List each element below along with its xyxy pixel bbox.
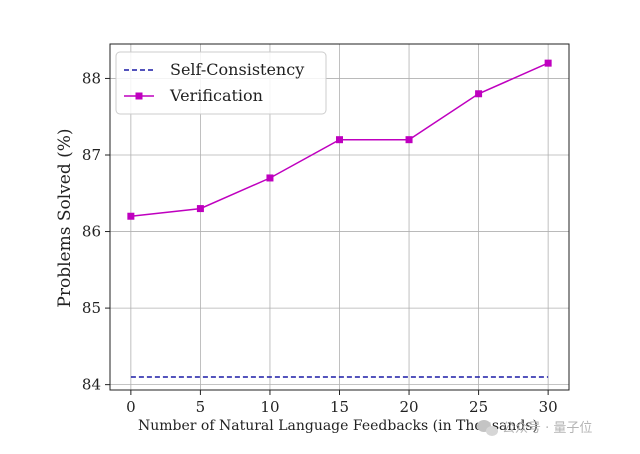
y-tick-label: 88	[82, 69, 101, 87]
x-tick-label: 10	[260, 398, 279, 416]
data-point-verification	[196, 205, 204, 213]
x-tick-label: 20	[399, 398, 418, 416]
data-point-verification	[266, 174, 274, 182]
x-tick-label: 30	[539, 398, 558, 416]
y-tick-label: 87	[82, 146, 101, 164]
legend-box	[115, 51, 327, 115]
y-axis-label: Problems Solved (%)	[55, 128, 75, 307]
y-tick-label: 84	[82, 376, 101, 394]
data-point-verification	[127, 212, 135, 220]
x-axis-ticks: 0 5 10 15 20 25 30	[126, 390, 558, 416]
legend-marker-verification	[135, 92, 143, 100]
legend-label-self-consistency: Self-Consistency	[170, 60, 304, 79]
wechat-icon	[477, 420, 498, 436]
data-point-verification	[544, 59, 552, 67]
data-point-verification	[336, 136, 343, 144]
watermark-text: 公众号 · 量子位	[502, 421, 592, 436]
y-tick-label: 85	[82, 299, 101, 317]
series-verification	[127, 59, 552, 220]
watermark: 公众号 · 量子位	[477, 420, 592, 436]
legend: Self-Consistency Verification	[115, 51, 327, 115]
x-tick-label: 15	[330, 398, 349, 416]
series-layer	[127, 59, 552, 378]
legend-label-verification: Verification	[169, 86, 263, 105]
y-tick-label: 86	[82, 223, 101, 241]
y-axis-ticks: 84 85 86 87 88	[82, 69, 110, 394]
x-tick-label: 0	[126, 398, 136, 416]
data-point-verification	[405, 136, 413, 144]
x-tick-label: 5	[196, 398, 206, 416]
y-gridlines	[110, 78, 569, 386]
data-point-verification	[475, 90, 483, 98]
x-tick-label: 25	[469, 398, 488, 416]
x-axis-label: Number of Natural Language Feedbacks (in…	[138, 418, 538, 434]
